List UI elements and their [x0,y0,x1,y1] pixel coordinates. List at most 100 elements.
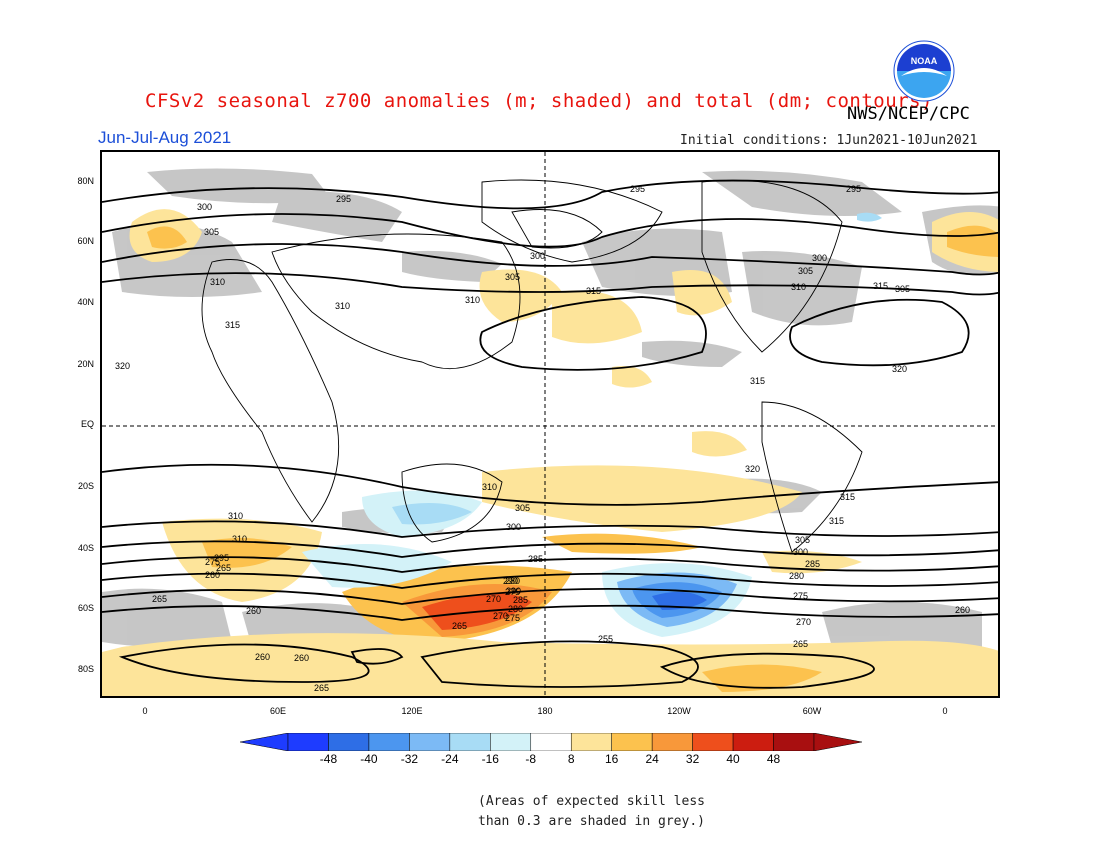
noaa-logo-icon: NOAA [893,40,955,102]
contour-label: 260 [246,606,262,616]
contour-label: 280 [789,571,805,581]
colorbar-swatch [328,733,370,751]
contour-label: 315 [225,320,241,330]
contour-label: 275 [505,587,521,597]
contour-label: 305 [515,503,531,513]
contour-label: 290 [506,586,522,596]
colorbar-swatch [287,733,329,751]
lat-label-60s: 60S [77,603,94,613]
contour-label: 310 [482,482,498,492]
lat-label-60n: 60N [77,236,94,246]
contour-label: 300 [812,253,828,263]
contour-label: 260 [294,653,310,663]
contour-label: 300 [530,251,546,261]
colorbar-label: -48 [319,752,338,766]
contour-label: 285 [528,554,544,564]
colorbar-swatch [692,733,734,751]
contour-label: 310 [228,511,244,521]
gridlines [102,152,998,696]
colorbar-left-arrow [240,733,289,751]
lon-label-120e: 120E [401,706,423,716]
season-label: Jun-Jul-Aug 2021 [98,128,232,147]
contour-label: 270 [796,617,812,627]
lon-label-0-east: 0 [942,706,948,716]
skill-note-line-1: (Areas of expected skill less [478,794,705,809]
contour-label: 260 [955,605,971,615]
contour-label: 265 [314,683,330,693]
lon-label-0: 0 [142,706,148,716]
skill-note-line-2: than 0.3 are shaded in grey.) [478,814,705,829]
lon-label-120w: 120W [667,706,691,716]
coastlines [201,179,863,553]
colorbar [240,733,862,751]
contour-label: 260 [255,652,271,662]
colorbar-swatch [570,733,612,751]
colorbar-label: -32 [400,752,419,766]
contour-label: 315 [873,281,889,291]
contour-label: 310 [465,295,481,305]
colorbar-label: 40 [726,752,740,766]
colorbar-label: 24 [645,752,659,766]
lat-label-eq: EQ [80,419,94,429]
contour-label: 270 [493,611,509,621]
negative-anomalies [302,212,882,637]
colorbar-swatch [449,733,491,751]
contour-label: 310 [210,277,226,287]
contour-label: 295 [630,184,646,194]
lon-label-60e: 60E [269,706,286,716]
contour-label: 315 [829,516,845,526]
colorbar-swatch [732,733,774,751]
contour-label: 275 [793,591,809,601]
contour-label: 305 [895,284,911,294]
contour-label: 305 [798,266,814,276]
contour-label: 285 [805,559,821,569]
lat-label-80n: 80N [77,176,94,186]
contour-label: 320 [745,464,761,474]
colorbar-label: -24 [441,752,459,766]
contour-label: 255 [598,634,614,644]
colorbar-swatch [773,733,815,751]
map-title: CFSv2 seasonal z700 anomalies (m; shaded… [145,90,933,112]
contour-label: 290 [503,576,519,586]
colorbar-swatch [530,733,572,751]
colorbar-swatch [611,733,653,751]
contour-label: 275 [205,557,221,567]
colorbar-label: -40 [360,752,378,766]
colorbar-label: 32 [685,752,700,766]
colorbar-label: 16 [605,752,619,766]
contour-label: 305 [795,535,811,545]
colorbar-swatch [651,733,693,751]
contour-lines [102,179,998,689]
colorbar-swatch [409,733,451,751]
lon-label-60w: 60W [802,706,822,716]
contour-label: 310 [232,534,248,544]
contour-label: 315 [750,376,766,386]
contour-label: 285 [513,595,529,605]
contour-label: 310 [335,301,351,311]
contour-label: 265 [152,594,168,604]
colorbar-label: -16 [481,752,499,766]
contour-label: 315 [840,492,856,502]
skill-note: (Areas of expected skill less than 0.3 a… [478,792,738,832]
colorbar-label: 48 [766,752,781,766]
contour-label: 315 [586,286,602,296]
contour-label: 305 [505,272,521,282]
colorbar-label: -8 [525,752,537,766]
contour-label: 320 [115,361,131,371]
contour-label: 265 [793,639,809,649]
contour-label: 280 [505,576,521,586]
contour-label: 295 [336,194,352,204]
contour-label: 270 [486,594,502,604]
contour-label: 265 [216,563,232,573]
contour-label: 280 [508,604,524,614]
contour-label: 300 [793,547,809,557]
contour-label: 300 [197,202,213,212]
colorbar-swatch [368,733,410,751]
lon-label-180: 180 [537,706,553,716]
agency-label: NWS/NCEP/CPC [847,104,970,124]
map-frame [100,150,1000,698]
contour-label: 305 [204,227,220,237]
initial-conditions-label: Initial conditions: 1Jun2021-10Jun2021 [680,133,978,148]
map-svg [102,152,998,696]
lat-label-40s: 40S [77,543,94,553]
